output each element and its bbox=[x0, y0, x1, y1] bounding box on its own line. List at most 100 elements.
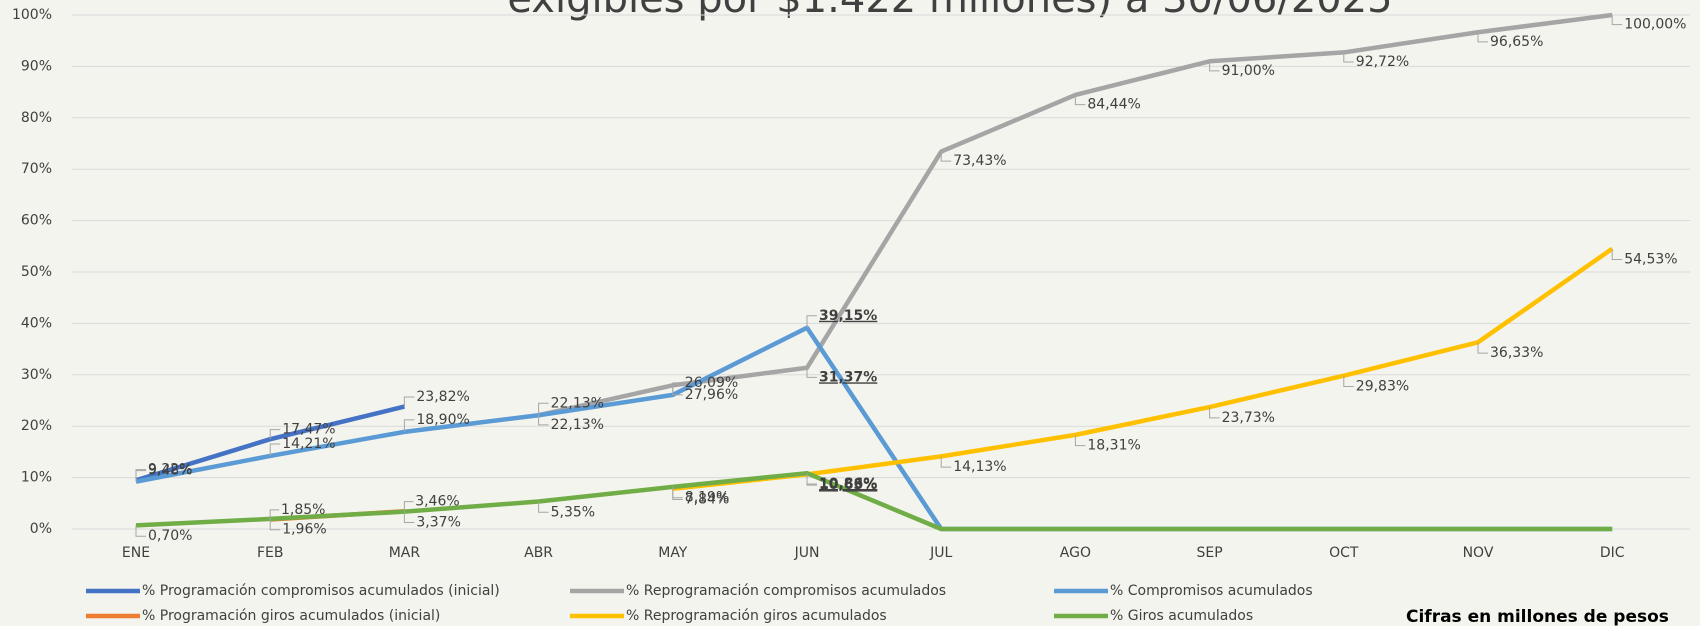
data-label: 27,96% bbox=[685, 387, 738, 403]
leader-line bbox=[135, 469, 146, 482]
leader-line bbox=[806, 367, 817, 378]
data-label: 14,13% bbox=[953, 459, 1006, 475]
y-tick-label: 20% bbox=[21, 418, 52, 434]
data-label: 1,85% bbox=[281, 502, 325, 518]
data-label: 1,96% bbox=[282, 522, 326, 538]
x-tick-label: DIC bbox=[1600, 545, 1625, 561]
y-tick-label: 40% bbox=[21, 315, 52, 331]
x-tick-label: AGO bbox=[1060, 545, 1091, 561]
leader-line bbox=[1074, 94, 1086, 106]
data-label: 10,63% bbox=[819, 477, 877, 493]
chart-title: exigibles por $1.422 millones) a 30/06/2… bbox=[507, 0, 1392, 22]
note: Cifras en millones de pesos bbox=[1406, 607, 1669, 626]
y-tick-label: 70% bbox=[21, 161, 52, 177]
y-tick-label: 100% bbox=[12, 7, 52, 23]
data-label: 26,09% bbox=[685, 375, 738, 391]
data-label: 9,22% bbox=[148, 462, 192, 478]
data-label: 22,13% bbox=[551, 417, 604, 433]
leader-line bbox=[269, 518, 281, 531]
leader-line bbox=[1343, 52, 1354, 63]
data-label: 0,70% bbox=[148, 528, 192, 544]
data-label: 23,73% bbox=[1222, 410, 1275, 426]
data-label: 7,84% bbox=[685, 492, 729, 508]
leader-line bbox=[269, 429, 281, 440]
legend-label: % Reprogramación compromisos acumulados bbox=[626, 583, 946, 599]
legend-label: % Giros acumulados bbox=[1110, 608, 1253, 624]
data-label: 10,86% bbox=[819, 476, 877, 492]
x-tick-label: OCT bbox=[1329, 545, 1359, 561]
leader-line bbox=[538, 501, 549, 513]
data-label: 36,33% bbox=[1490, 345, 1543, 361]
data-label: 3,37% bbox=[416, 514, 460, 530]
x-tick-label: MAY bbox=[658, 545, 688, 561]
x-tick-label: NOV bbox=[1463, 545, 1494, 561]
legend-label: % Programación compromisos acumulados (i… bbox=[142, 583, 500, 599]
data-label: 84,44% bbox=[1087, 97, 1140, 113]
legend-label: % Compromisos acumulados bbox=[1110, 583, 1313, 599]
data-label: 31,37% bbox=[819, 369, 877, 385]
leader-line bbox=[1477, 342, 1488, 354]
leader-line bbox=[1209, 407, 1220, 419]
y-tick-label: 60% bbox=[21, 213, 52, 229]
y-tick-label: 10% bbox=[21, 470, 52, 486]
leader-line bbox=[1477, 32, 1488, 43]
leader-line bbox=[403, 419, 415, 432]
y-tick-label: 80% bbox=[21, 110, 52, 126]
legend-label: % Reprogramación giros acumulados bbox=[626, 608, 887, 624]
data-label: 8,19% bbox=[685, 490, 729, 506]
x-tick-label: ABR bbox=[524, 545, 553, 561]
leader-line bbox=[1209, 61, 1220, 72]
leader-line bbox=[940, 456, 952, 468]
data-label: 54,53% bbox=[1624, 252, 1677, 268]
x-tick-label: MAR bbox=[389, 545, 421, 561]
leader-line bbox=[403, 396, 415, 407]
data-label: 100,00% bbox=[1624, 17, 1686, 33]
leader-line bbox=[403, 501, 414, 512]
y-tick-label: 90% bbox=[21, 58, 52, 74]
data-label: 91,00% bbox=[1222, 63, 1275, 79]
leader-line bbox=[1611, 248, 1623, 261]
series-line bbox=[538, 12, 1613, 418]
x-tick-label: JUN bbox=[794, 545, 820, 561]
data-label: 18,31% bbox=[1087, 438, 1140, 454]
leader-line bbox=[1343, 375, 1354, 387]
x-tick-label: JUL bbox=[929, 545, 952, 561]
y-tick-label: 50% bbox=[21, 264, 52, 280]
data-label: 29,83% bbox=[1356, 378, 1409, 394]
y-tick-label: 30% bbox=[21, 367, 52, 383]
data-label: 92,72% bbox=[1356, 54, 1409, 70]
x-tick-label: SEP bbox=[1197, 545, 1223, 561]
data-label: 96,65% bbox=[1490, 34, 1543, 50]
data-label: 14,21% bbox=[282, 436, 335, 452]
leader-line bbox=[403, 511, 415, 523]
x-tick-label: ENE bbox=[122, 545, 150, 561]
leader-line bbox=[672, 486, 683, 499]
leader-line bbox=[672, 382, 683, 395]
leader-line bbox=[538, 415, 549, 426]
data-label: 23,82% bbox=[416, 389, 469, 405]
series-line bbox=[135, 470, 1613, 532]
leader-line bbox=[269, 443, 281, 456]
data-label: 17,47% bbox=[282, 422, 335, 438]
y-tick-label: 0% bbox=[30, 521, 52, 537]
leader-line bbox=[269, 509, 280, 520]
data-label: 39,15% bbox=[819, 308, 877, 324]
series-line bbox=[672, 246, 1614, 491]
leader-line bbox=[940, 151, 952, 162]
leader-line bbox=[135, 525, 146, 537]
data-label: 22,13% bbox=[551, 395, 604, 411]
leader-line bbox=[806, 315, 817, 328]
data-label: 73,43% bbox=[953, 153, 1006, 169]
legend-label: % Programación giros acumulados (inicial… bbox=[142, 608, 440, 624]
data-label: 9,48% bbox=[148, 463, 192, 479]
leader-line bbox=[806, 473, 817, 485]
leader-line bbox=[1074, 434, 1086, 447]
data-label: 3,46% bbox=[415, 494, 459, 510]
x-tick-label: FEB bbox=[257, 545, 284, 561]
leader-line bbox=[538, 402, 549, 416]
leader-line bbox=[1611, 15, 1623, 26]
data-label: 5,35% bbox=[551, 504, 595, 520]
data-label: 18,90% bbox=[416, 412, 469, 428]
